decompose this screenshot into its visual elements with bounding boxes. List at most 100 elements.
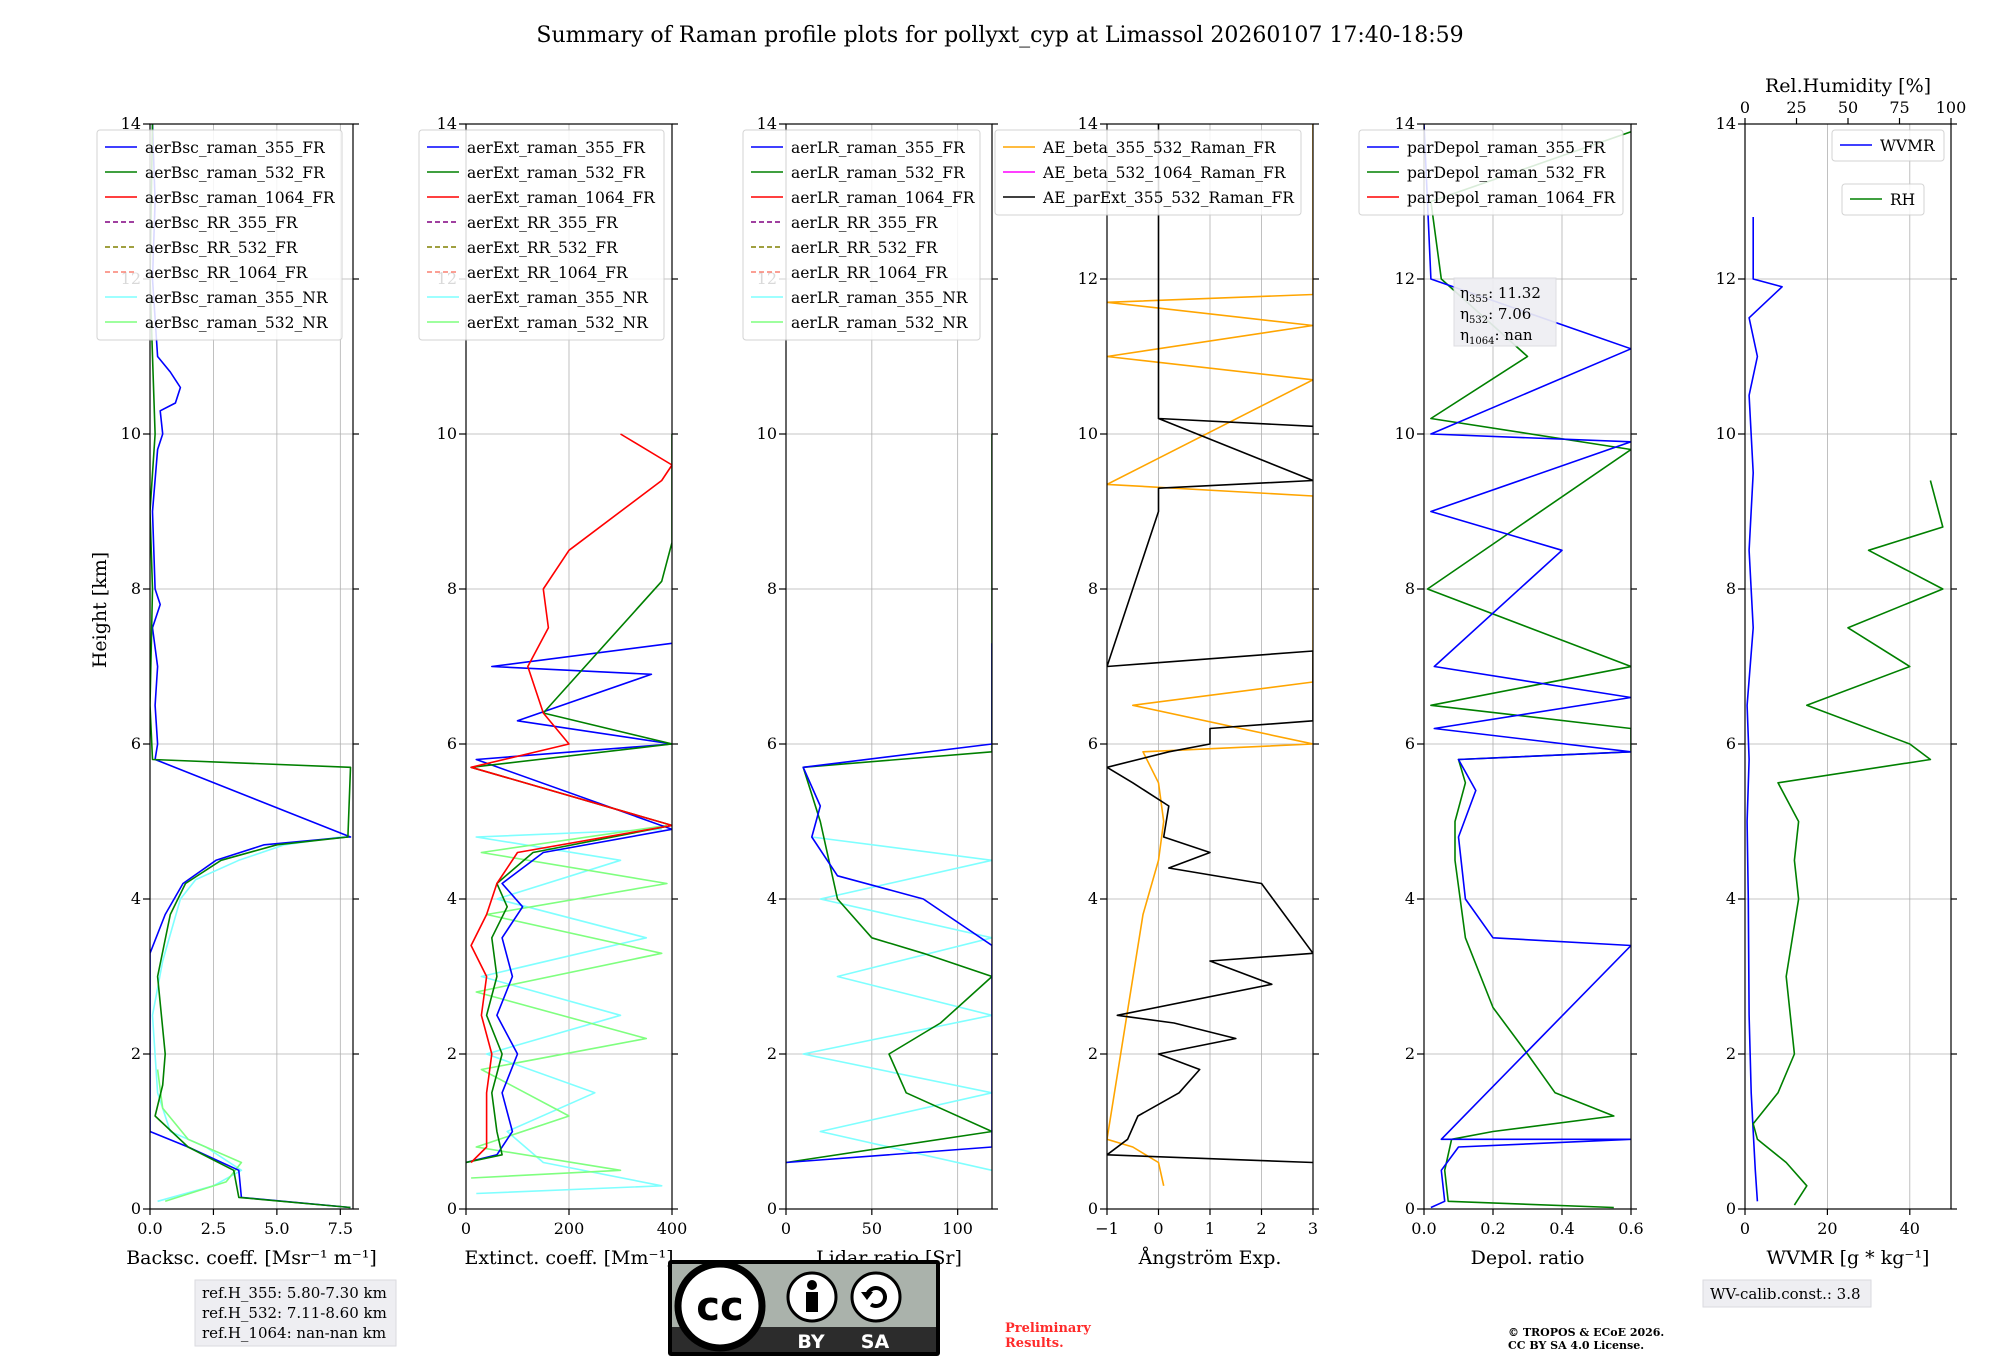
x-axis-label: Ångström Exp. <box>1138 1247 1282 1269</box>
y-tick-label: 8 <box>447 579 457 598</box>
legend: parDepol_raman_355_FR parDepol_raman_532_… <box>1358 129 1624 216</box>
x-tick-label: 0.0 <box>1411 1219 1436 1238</box>
legend: aerExt_raman_355_FR aerExt_raman_532_FRae… <box>418 129 665 341</box>
wv-calib-box: WV-calib.const.: 3.8 <box>1702 1279 1872 1308</box>
legend-label: AE_beta_355_532_Raman_FR <box>1042 139 1277 157</box>
x-axis-label: WVMR [g * kg⁻¹] <box>1767 1247 1930 1269</box>
x-tick-label: 5.0 <box>264 1219 289 1238</box>
legend-RH: RH <box>1841 183 1925 216</box>
x-tick-label: 2 <box>1256 1219 1266 1238</box>
y-tick-label: 6 <box>767 734 777 753</box>
legend-label: aerLR_raman_355_FR <box>791 139 966 157</box>
preliminary-line2: Results. <box>1005 1336 1064 1351</box>
y-tick-label: 14 <box>1716 114 1736 133</box>
y-tick-label: 10 <box>437 424 457 443</box>
legend-label: aerLR_RR_355_FR <box>791 214 939 232</box>
wv-calib-const: WV-calib.const.: 3.8 <box>1710 1285 1861 1303</box>
legend-label: aerBsc_RR_1064_FR <box>145 264 309 282</box>
series-line-aerLR_raman_355_NR <box>802 836 992 1172</box>
y-tick-label: 2 <box>131 1044 141 1063</box>
x-axis-label: Depol. ratio <box>1471 1247 1585 1269</box>
legend-box <box>994 129 1302 216</box>
legend-label: aerExt_RR_532_FR <box>467 239 619 257</box>
y-tick-label: 10 <box>757 424 777 443</box>
y-tick-label: 14 <box>1078 114 1098 133</box>
y-tick-label: 10 <box>1395 424 1415 443</box>
x-tick-label: 0 <box>1740 1219 1750 1238</box>
legend-label: parDepol_raman_532_FR <box>1407 164 1607 182</box>
preliminary-line1: Preliminary <box>1005 1321 1091 1336</box>
y-tick-label: 0 <box>767 1199 777 1218</box>
legend-WVMR: WVMR <box>1831 129 1945 162</box>
y-tick-label: 6 <box>447 734 457 753</box>
x-tick-label: 0.2 <box>1480 1219 1505 1238</box>
plot-frame <box>149 123 354 1210</box>
legend-label: aerExt_raman_355_FR <box>467 139 646 157</box>
legend-label: aerLR_raman_1064_FR <box>791 189 976 207</box>
series-group <box>1107 124 1313 1186</box>
series-group <box>150 124 352 1209</box>
y-tick-label: 0 <box>131 1199 141 1218</box>
legend-label: AE_beta_532_1064_Raman_FR <box>1042 164 1287 182</box>
legend-label: aerBsc_raman_532_FR <box>145 164 326 182</box>
y-tick-label: 6 <box>1726 734 1736 753</box>
y-axis-label: Height [km] <box>89 552 111 668</box>
y-tick-label: 14 <box>437 114 457 133</box>
y-tick-label: 2 <box>1405 1044 1415 1063</box>
y-tick-label: 10 <box>1078 424 1098 443</box>
y-tick-label: 2 <box>447 1044 457 1063</box>
y-tick-label: 14 <box>757 114 777 133</box>
x-tick-label: 400 <box>657 1219 688 1238</box>
legend-box <box>418 129 665 341</box>
legend-label: RH <box>1890 191 1915 209</box>
x-tick-label: 0 <box>461 1219 471 1238</box>
legend-label: parDepol_raman_1064_FR <box>1407 189 1616 207</box>
y-tick-label: 0 <box>1726 1199 1736 1218</box>
plot-frame <box>1744 123 1952 1210</box>
x-tick-label: 40 <box>1900 1219 1920 1238</box>
series-line-aerLR_raman_355_FR <box>786 643 992 1164</box>
x-tick-label: 50 <box>862 1219 882 1238</box>
y-tick-label: 12 <box>1716 269 1736 288</box>
y-tick-label: 8 <box>767 579 777 598</box>
legend-label: aerExt_RR_355_FR <box>467 214 619 232</box>
legend-label: aerBsc_RR_532_FR <box>145 239 299 257</box>
y-tick-label: 8 <box>1405 579 1415 598</box>
x-tick-label: 0.6 <box>1618 1219 1643 1238</box>
series-line-aerBsc_raman_355_FR <box>150 124 352 1209</box>
legend-label: WVMR <box>1880 137 1936 155</box>
ref-height-355: ref.H_355: 5.80-7.30 km <box>202 1284 387 1302</box>
y-tick-label: 4 <box>1088 889 1098 908</box>
series-line-WVMR <box>1746 217 1783 1202</box>
copyright-line1: © TROPOS & ECoE 2026. <box>1508 1326 1664 1339</box>
y-tick-label: 6 <box>1405 734 1415 753</box>
legend-label: aerExt_raman_1064_FR <box>467 189 656 207</box>
copyright-line2: CC BY SA 4.0 License. <box>1508 1339 1644 1352</box>
x-tick-label: 7.5 <box>328 1219 353 1238</box>
y-tick-label: 10 <box>121 424 141 443</box>
series-line-aerExt_raman_355_NR <box>475 828 663 1195</box>
y-tick-label: 12 <box>1078 269 1098 288</box>
legend-label: aerExt_raman_355_NR <box>467 289 649 307</box>
series-line-aerBsc_raman_532_NR <box>156 1069 243 1203</box>
x-axis-label: Extinct. coeff. [Mm⁻¹] <box>464 1247 673 1269</box>
legend: aerBsc_raman_355_FR aerBsc_raman_532_FRae… <box>96 129 343 341</box>
series-group <box>786 434 992 1172</box>
x-tick-label: 20 <box>1817 1219 1837 1238</box>
y-tick-label: 8 <box>1088 579 1098 598</box>
y-tick-label: 8 <box>1726 579 1736 598</box>
top-axis-label: Rel.Humidity [%] <box>1765 75 1931 97</box>
eta-box: η355: 11.32 η532: 7.06 η1064: nan <box>1453 277 1557 347</box>
x-tick-label: 100 <box>942 1219 973 1238</box>
legend-label: aerExt_raman_532_NR <box>467 314 649 332</box>
legend-label: aerExt_RR_1064_FR <box>467 264 629 282</box>
x-tick-label: 0.0 <box>137 1219 162 1238</box>
eta-355-value: 11.32 <box>1498 284 1541 302</box>
x-tick-label: 2.5 <box>201 1219 226 1238</box>
y-tick-label: 2 <box>767 1044 777 1063</box>
x-tick-label: 3 <box>1308 1219 1318 1238</box>
y-tick-label: 0 <box>1088 1199 1098 1218</box>
series-group <box>466 433 672 1195</box>
